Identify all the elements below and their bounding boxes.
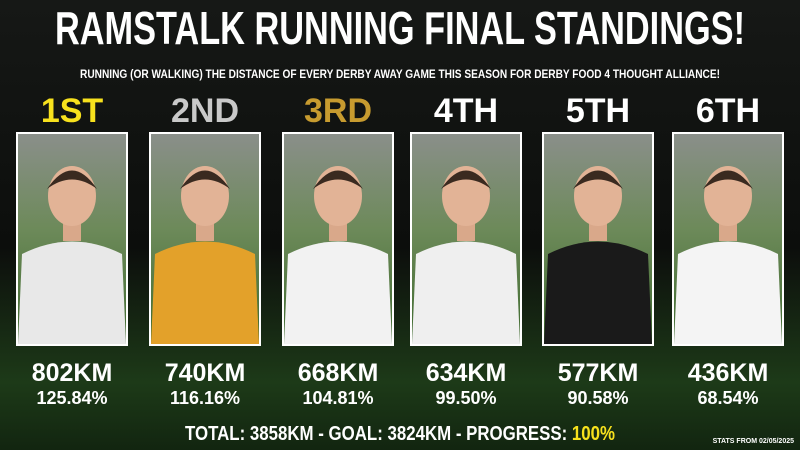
summary-text: TOTAL: 3858KM - GOAL: 3824KM - PROGRESS: — [185, 423, 572, 445]
percent: 116.16% — [170, 388, 240, 408]
photo-body — [284, 241, 392, 344]
photo-body — [674, 241, 782, 344]
footer-summary: TOTAL: 3858KM - GOAL: 3824KM - PROGRESS:… — [185, 423, 615, 445]
photo-body — [412, 241, 520, 344]
distance: 577KM — [558, 359, 639, 387]
photo-hair — [573, 170, 623, 189]
rank: 4TH — [434, 92, 498, 130]
photo-hair — [441, 170, 491, 189]
photo-hair — [180, 170, 230, 189]
distance: 634KM — [426, 359, 507, 387]
percent: 99.50% — [435, 388, 496, 408]
percent: 90.58% — [567, 388, 628, 408]
percent: 68.54% — [697, 388, 758, 408]
distance: 740KM — [165, 359, 246, 387]
photo-hair — [703, 170, 753, 189]
percent: 125.84% — [36, 388, 107, 408]
rank: 6TH — [696, 92, 760, 130]
photo-body — [18, 241, 126, 344]
photo-hair — [47, 170, 97, 189]
subtitle: RUNNING (OR WALKING) THE DISTANCE OF EVE… — [80, 67, 720, 81]
rank: 3RD — [304, 92, 372, 130]
distance: 668KM — [298, 359, 379, 387]
rank: 5TH — [566, 92, 630, 130]
photo-hair — [313, 170, 363, 189]
distance: 802KM — [32, 359, 113, 387]
rank: 2ND — [171, 92, 239, 130]
rank: 1ST — [41, 92, 104, 130]
title: RAMSTALK RUNNING FINAL STANDINGS! — [55, 2, 745, 54]
percent: 104.81% — [302, 388, 373, 408]
stats-note: STATS FROM 02/05/2025 — [713, 438, 795, 445]
progress-value: 100% — [572, 423, 615, 445]
photo-body — [544, 241, 652, 344]
photo-body — [151, 241, 259, 344]
distance: 436KM — [688, 359, 769, 387]
